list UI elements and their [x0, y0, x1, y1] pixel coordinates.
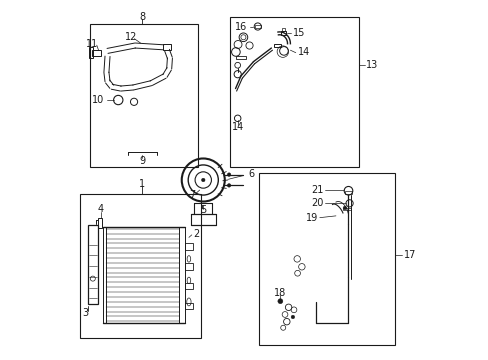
Text: 13: 13	[366, 60, 378, 70]
Bar	[185, 303, 192, 309]
Text: 21: 21	[310, 185, 323, 195]
Circle shape	[343, 206, 346, 210]
Text: 7: 7	[189, 190, 195, 200]
Text: 1: 1	[139, 179, 145, 189]
Text: 11: 11	[86, 39, 98, 49]
Bar	[185, 263, 192, 270]
Bar	[185, 283, 192, 289]
Text: 12: 12	[125, 32, 138, 41]
Bar	[258, 173, 394, 345]
Circle shape	[290, 315, 294, 319]
Text: 3: 3	[82, 309, 88, 318]
Circle shape	[201, 178, 204, 182]
Text: 10: 10	[91, 95, 104, 105]
Text: 19: 19	[305, 213, 317, 222]
Text: 8: 8	[139, 12, 145, 22]
Text: 2: 2	[193, 229, 200, 239]
Text: 14: 14	[297, 46, 309, 57]
Text: 16: 16	[235, 22, 247, 32]
Bar	[179, 226, 185, 323]
Bar	[163, 44, 170, 50]
Text: 5: 5	[200, 206, 206, 216]
Text: 20: 20	[310, 198, 323, 208]
Circle shape	[227, 184, 230, 187]
Bar	[254, 25, 261, 28]
Text: 18: 18	[274, 288, 286, 298]
Bar	[88, 225, 98, 304]
Text: 9: 9	[139, 156, 145, 166]
Bar	[88, 47, 93, 58]
Text: 17: 17	[403, 250, 416, 260]
Bar	[281, 28, 284, 31]
Bar	[230, 17, 359, 167]
Bar	[185, 243, 192, 250]
Bar	[280, 31, 285, 35]
Bar	[343, 208, 350, 211]
Text: 14: 14	[231, 122, 244, 132]
Bar	[102, 226, 106, 323]
Circle shape	[277, 299, 282, 304]
Bar	[344, 191, 351, 194]
Circle shape	[227, 173, 230, 176]
Bar	[80, 194, 201, 338]
Bar	[235, 55, 246, 59]
Bar	[90, 24, 198, 167]
Bar	[92, 50, 101, 55]
Text: 6: 6	[247, 169, 254, 179]
Text: 15: 15	[293, 28, 305, 38]
Bar	[98, 219, 102, 228]
Text: 4: 4	[97, 204, 103, 214]
Bar	[274, 44, 281, 47]
